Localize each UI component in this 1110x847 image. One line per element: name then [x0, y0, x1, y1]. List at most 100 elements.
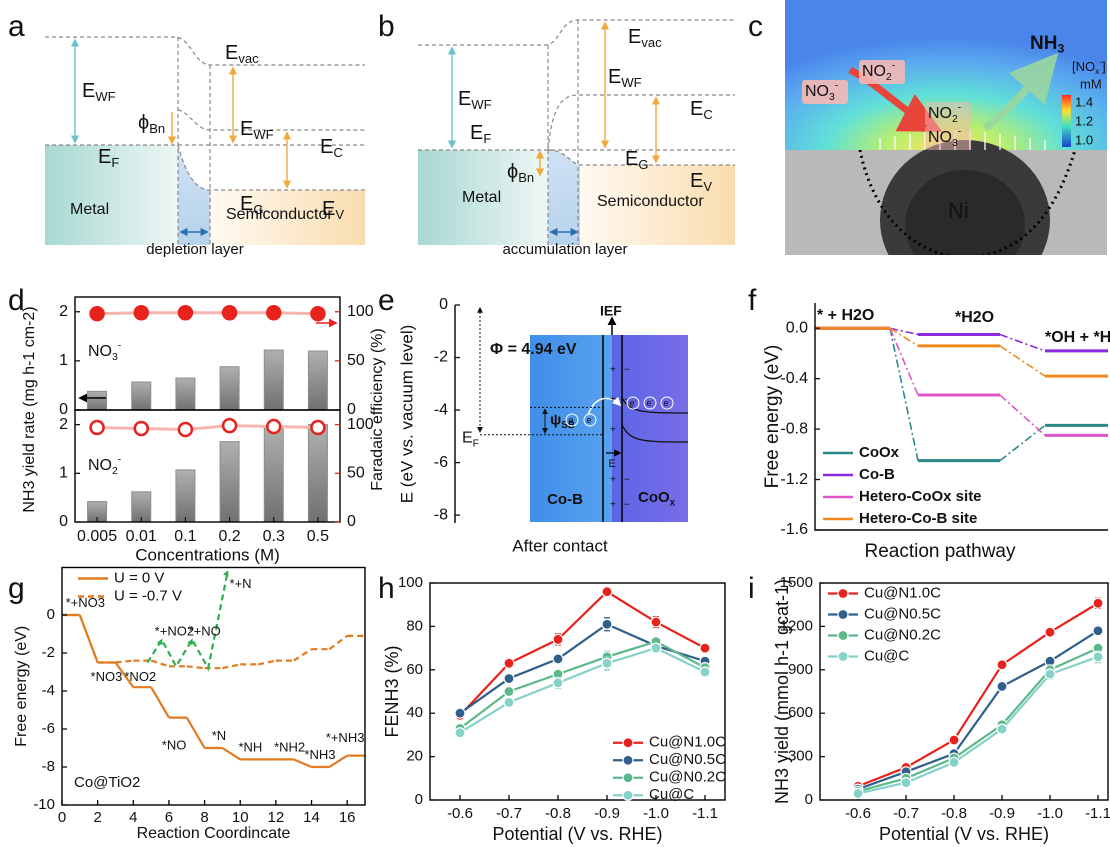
y-tick-label: 0 — [59, 401, 68, 418]
series-line — [857, 655, 1099, 795]
field-label: IEF — [600, 303, 622, 319]
legend-label: Cu@C — [649, 786, 694, 803]
point — [503, 685, 515, 698]
band-label: EG — [240, 193, 263, 217]
electron-label-text: e — [587, 415, 592, 425]
x-tick-label: -0.6 — [447, 805, 473, 822]
electron — [626, 396, 640, 410]
series-line — [857, 602, 1099, 788]
fe-line — [97, 311, 318, 316]
fe-point — [221, 417, 238, 434]
region-label: Metal — [462, 189, 501, 206]
point — [996, 723, 1008, 735]
ion-label-text: NO — [928, 129, 952, 146]
legend-marker — [837, 587, 849, 600]
legend-marker — [622, 772, 634, 784]
x-tick-label: 0.5 — [307, 528, 329, 545]
fe-point — [133, 304, 149, 321]
legend-label: Cu@N1.0C — [649, 734, 726, 751]
y-tick-label: -2 — [42, 644, 55, 661]
panel-letter: a — [8, 10, 25, 43]
series-line — [857, 629, 1099, 791]
band-label-sub: WF — [95, 89, 115, 104]
legend-marker — [622, 789, 634, 801]
y-tick-label: 0 — [59, 513, 68, 530]
fe-line — [97, 424, 318, 431]
ion-label-sup: - — [958, 126, 961, 137]
level-connector — [999, 345, 1046, 377]
svg-text:−: − — [624, 365, 630, 376]
field-short: E — [608, 458, 615, 470]
point — [948, 734, 960, 746]
ion-label-sup: - — [892, 60, 895, 71]
panel-b-art — [418, 19, 735, 245]
y-tick-label: 300 — [788, 748, 813, 765]
y-tick-label: 0 — [47, 606, 55, 623]
svg-text:−: − — [624, 475, 630, 486]
electron-label: e- — [630, 398, 637, 409]
bar — [307, 350, 328, 411]
plot-frame — [74, 409, 341, 523]
legend-label: CoOx — [859, 444, 900, 461]
fe-point — [310, 419, 326, 436]
legend-marker — [837, 608, 849, 621]
band-label-text: E — [240, 193, 253, 215]
y-axis-label: Faradaic efficiency (%) — [369, 328, 386, 490]
panel-letter: h — [378, 572, 395, 605]
plot-frame — [429, 582, 726, 801]
band-label-text: E — [690, 98, 703, 120]
panel-c-art — [785, 0, 1107, 255]
state-label: * + H2O — [817, 307, 874, 324]
level-connector — [999, 424, 1046, 462]
electron — [583, 413, 597, 427]
x-tick-label: 6 — [165, 809, 173, 826]
step-label: *+NH3 — [326, 730, 365, 745]
level-connector — [293, 648, 313, 662]
subplot-label-sup: - — [118, 454, 121, 465]
ion-label: NO3- — [928, 126, 961, 149]
y-tick-label: 20 — [406, 748, 423, 765]
y-tick-label: -0.8 — [780, 420, 808, 437]
electron-label-text: e — [647, 398, 652, 408]
ion-box — [802, 80, 848, 104]
bar — [219, 441, 240, 523]
series-line — [459, 640, 706, 730]
colorbar-title-text: [NO — [1072, 59, 1095, 74]
legend-label: Hetero-CoOx site — [859, 488, 982, 505]
x-tick-label: -1.0 — [1037, 805, 1063, 822]
y-tick-label: 0.0 — [786, 319, 808, 336]
band-label: EWF — [240, 118, 274, 142]
y-tick-label: 600 — [788, 704, 813, 721]
bar — [307, 424, 328, 523]
plot-frame — [61, 566, 366, 806]
point — [900, 777, 912, 789]
band-label-text: E — [98, 146, 111, 168]
legend-label: Cu@N0.5C — [649, 751, 726, 768]
subplot-label-sub: 2 — [112, 466, 118, 477]
ion-label-sub: 3 — [952, 138, 958, 149]
band-label-text: E — [225, 42, 238, 64]
product-label-text: NH — [1030, 33, 1057, 54]
fe-point — [177, 304, 194, 321]
y-axis-label: Free energy (eV) — [762, 345, 783, 489]
bar — [175, 469, 196, 523]
colorbar-unit: mM — [1080, 76, 1102, 91]
region-label-text: CoO — [638, 489, 670, 506]
x-tick-label: 0.005 — [77, 528, 117, 545]
point — [503, 696, 515, 708]
point — [948, 756, 960, 768]
bar — [175, 377, 196, 411]
band-label-sub: vac — [641, 35, 662, 50]
band-label-sub: Bn — [518, 170, 534, 185]
y-tick-label: -1.2 — [780, 471, 808, 488]
level-connector — [328, 635, 348, 651]
particle-label: Ni — [948, 198, 969, 223]
band-label: EV — [322, 198, 344, 222]
band-label-sub: V — [335, 207, 344, 222]
colorbar-title-tail: ] — [1102, 59, 1106, 74]
level-connector — [150, 659, 170, 668]
fe-point — [310, 305, 326, 322]
ion-label: NO3- — [805, 80, 838, 103]
point — [454, 707, 466, 719]
